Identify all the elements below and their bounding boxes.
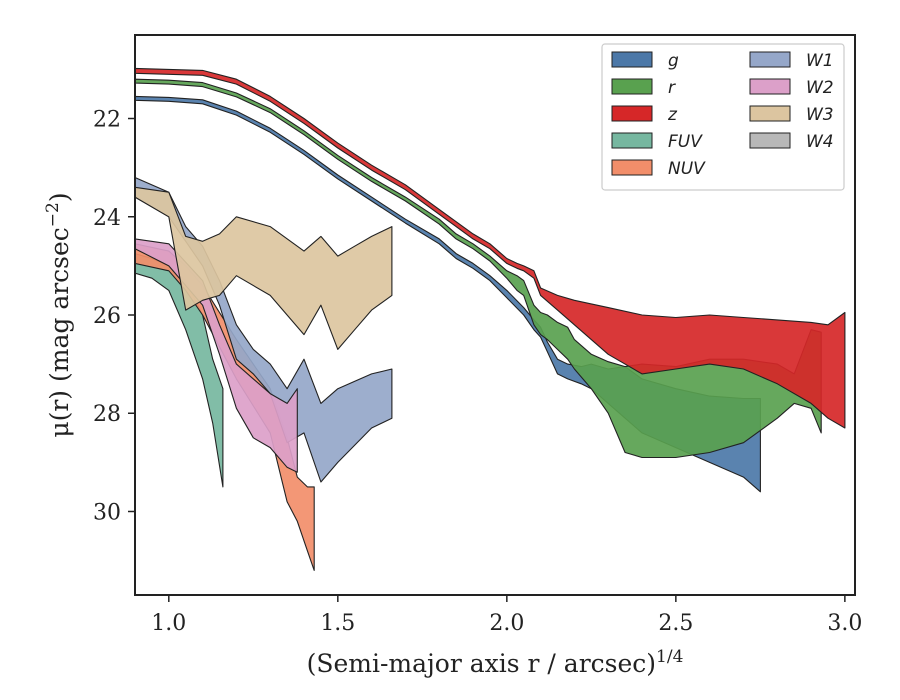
x-axis-label: (Semi-major axis r / arcsec)1/4: [307, 647, 684, 678]
legend-swatch-w1: [749, 51, 791, 68]
legend-swatch-z: [611, 105, 653, 122]
legend: grz FUV NUV W1 W2 W3 W4: [601, 43, 845, 191]
legend-label-r: r: [668, 78, 676, 98]
x-tick-label: 1.5: [320, 611, 355, 636]
y-axis-label-exp: −2: [43, 202, 63, 227]
legend-swatch-fuv: [611, 132, 653, 149]
legend-swatch-g: [611, 51, 653, 68]
x-tick-label: 2.0: [489, 611, 524, 636]
x-axis-label-main: (Semi-major axis r / arcsec): [307, 649, 656, 678]
y-axis-label: μ(r) (mag arcsec−2): [43, 192, 74, 437]
axis-ticks: 1.0 1.5 2.0 2.5 3.0 22 24 26 28 30: [93, 108, 862, 636]
legend-label-w1: W1: [806, 51, 834, 71]
y-axis-label-close: ): [45, 192, 74, 202]
band-r: [135, 78, 822, 459]
x-tick-label: 3.0: [827, 611, 862, 636]
band-w3: [135, 186, 393, 350]
legend-label-w4: W4: [806, 132, 834, 152]
legend-swatch-w3: [749, 105, 791, 122]
band-z: [135, 67, 846, 429]
legend-swatch-nuv: [611, 159, 653, 176]
legend-label-z: z: [667, 105, 678, 125]
y-tick-label: 30: [93, 500, 121, 525]
y-tick-label: 26: [93, 304, 121, 329]
band-w2: [135, 238, 298, 473]
legend-swatch-w4: [749, 132, 791, 149]
y-tick-label: 24: [93, 206, 121, 231]
y-tick-label: 28: [93, 402, 121, 427]
y-axis-label-main: μ(r) (mag arcsec: [45, 227, 74, 437]
legend-label-g: g: [668, 51, 679, 71]
legend-label-w2: W2: [806, 78, 834, 98]
legend-swatch-w2: [749, 78, 791, 95]
legend-swatch-r: [611, 78, 653, 95]
x-tick-label: 2.5: [658, 611, 693, 636]
y-tick-label: 22: [93, 108, 121, 133]
legend-label-fuv: FUV: [668, 132, 703, 152]
legend-label-nuv: NUV: [668, 159, 706, 179]
legend-label-w3: W3: [806, 105, 834, 125]
x-tick-label: 1.0: [151, 611, 186, 636]
x-axis-label-exp: 1/4: [656, 647, 683, 667]
